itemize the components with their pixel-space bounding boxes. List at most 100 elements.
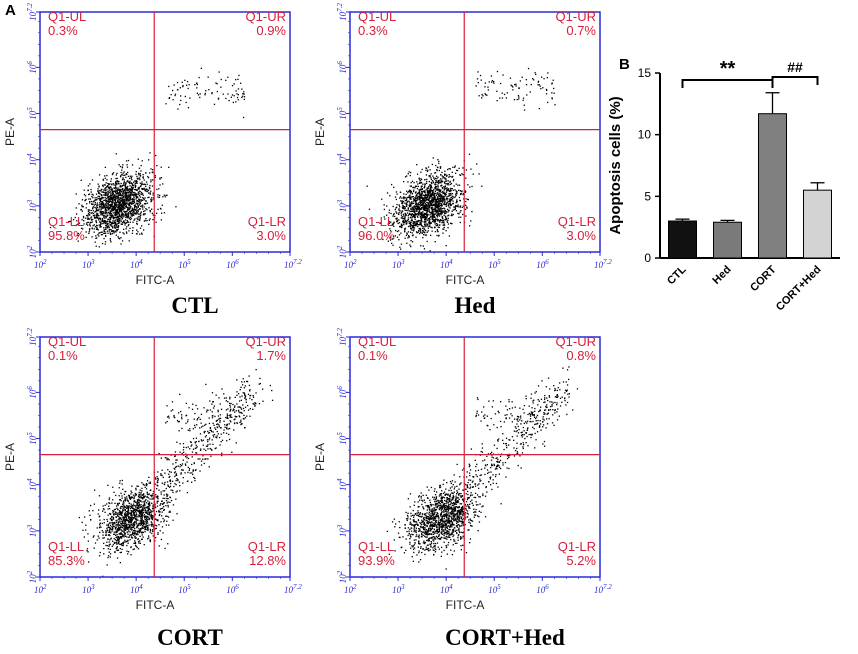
event-dot bbox=[438, 162, 440, 165]
event-dot bbox=[228, 423, 230, 425]
event-dot bbox=[168, 85, 170, 88]
event-dot bbox=[421, 200, 423, 202]
event-dot bbox=[100, 214, 102, 216]
event-dot bbox=[420, 202, 423, 204]
event-dot bbox=[106, 545, 108, 547]
event-dot bbox=[237, 78, 239, 80]
event-dot bbox=[158, 510, 160, 512]
event-dot bbox=[187, 457, 190, 460]
event-dot bbox=[459, 174, 462, 176]
event-dot bbox=[209, 427, 211, 429]
event-dot bbox=[440, 219, 442, 221]
event-dot bbox=[97, 217, 99, 220]
event-dot bbox=[127, 171, 129, 174]
event-dot bbox=[207, 448, 209, 450]
event-dot bbox=[145, 483, 148, 485]
event-dot bbox=[465, 198, 467, 200]
event-dot bbox=[141, 199, 143, 201]
event-dot bbox=[123, 189, 126, 191]
event-dot bbox=[229, 396, 231, 398]
event-dot bbox=[447, 201, 449, 203]
event-dot bbox=[113, 230, 115, 232]
event-dot bbox=[137, 188, 139, 190]
event-dot bbox=[127, 542, 129, 544]
event-dot bbox=[126, 540, 128, 542]
event-dot bbox=[121, 548, 123, 550]
event-dot bbox=[444, 170, 446, 172]
event-dot bbox=[104, 504, 106, 506]
event-dot bbox=[143, 527, 146, 529]
event-dot bbox=[142, 522, 145, 524]
event-dot bbox=[221, 452, 223, 454]
event-dot bbox=[401, 201, 403, 203]
event-dot bbox=[123, 205, 125, 207]
event-dot bbox=[135, 171, 137, 173]
event-dot bbox=[242, 417, 244, 420]
event-dot bbox=[429, 203, 431, 205]
event-dot bbox=[114, 181, 117, 184]
event-dot bbox=[113, 533, 116, 535]
event-dot bbox=[116, 547, 118, 549]
event-dot bbox=[449, 181, 451, 183]
event-dot bbox=[152, 530, 154, 532]
event-dot bbox=[197, 94, 200, 96]
event-dot bbox=[105, 217, 107, 219]
event-dot bbox=[452, 175, 454, 178]
event-dot bbox=[193, 476, 195, 479]
event-dot bbox=[150, 494, 153, 497]
event-dot bbox=[447, 197, 449, 200]
event-dot bbox=[94, 199, 96, 201]
event-dot bbox=[430, 173, 432, 175]
event-dot bbox=[151, 197, 153, 199]
event-dot bbox=[89, 214, 91, 216]
event-dot bbox=[124, 185, 126, 187]
event-dot bbox=[82, 529, 84, 531]
event-dot bbox=[123, 190, 125, 192]
event-dot bbox=[120, 182, 122, 185]
event-dot bbox=[461, 173, 463, 175]
event-dot bbox=[431, 217, 433, 219]
event-dot bbox=[149, 184, 151, 187]
event-dot bbox=[513, 99, 516, 101]
event-dot bbox=[429, 186, 432, 188]
event-dot bbox=[103, 222, 105, 224]
event-dot bbox=[85, 231, 87, 233]
event-dot bbox=[229, 415, 232, 417]
event-dot bbox=[110, 189, 112, 191]
event-dot bbox=[120, 529, 123, 531]
event-dot bbox=[151, 518, 153, 520]
event-dot bbox=[438, 202, 440, 204]
event-dot bbox=[238, 393, 240, 395]
event-dot bbox=[419, 188, 421, 191]
event-dot bbox=[137, 201, 139, 203]
event-dot bbox=[99, 218, 101, 221]
event-dot bbox=[432, 175, 434, 177]
event-dot bbox=[434, 172, 436, 174]
event-dot bbox=[174, 468, 176, 470]
event-dot bbox=[172, 99, 174, 101]
event-dot bbox=[114, 221, 117, 223]
event-dot bbox=[413, 212, 416, 214]
event-dot bbox=[161, 474, 163, 477]
event-dot bbox=[401, 197, 403, 199]
event-dot bbox=[436, 216, 439, 218]
event-dot bbox=[85, 223, 88, 225]
event-dot bbox=[126, 203, 128, 205]
event-dot bbox=[143, 229, 145, 231]
event-dot bbox=[168, 486, 171, 488]
event-dot bbox=[134, 515, 137, 517]
event-dot bbox=[416, 232, 418, 234]
event-dot bbox=[123, 208, 125, 210]
event-dot bbox=[476, 78, 479, 80]
event-dot bbox=[123, 198, 125, 201]
event-dot bbox=[107, 208, 110, 210]
event-dot bbox=[54, 217, 56, 219]
event-dot bbox=[111, 522, 113, 524]
event-dot bbox=[109, 183, 111, 185]
event-dot bbox=[433, 198, 435, 200]
event-dot bbox=[139, 499, 141, 501]
event-dot bbox=[167, 506, 169, 508]
event-dot bbox=[118, 205, 121, 208]
event-dot bbox=[184, 463, 187, 465]
event-dot bbox=[148, 219, 150, 221]
